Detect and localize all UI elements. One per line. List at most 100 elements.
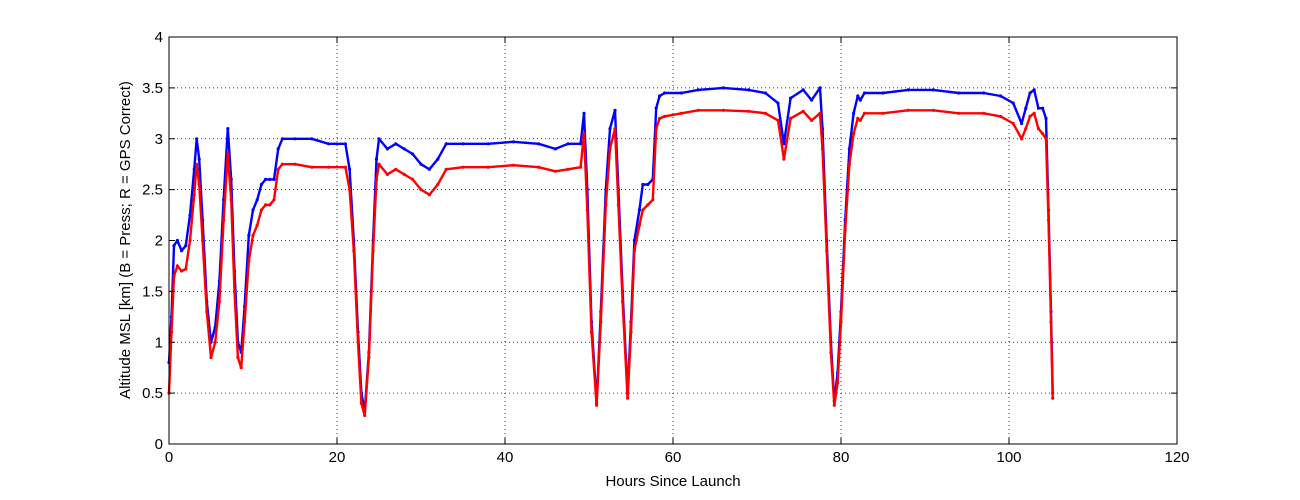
data-point [411,177,415,181]
data-point [595,403,599,407]
data-point [999,94,1003,98]
data-point [195,137,199,141]
data-point [658,94,662,98]
data-point [632,249,637,253]
data-point [195,162,199,166]
data-point [810,118,814,122]
data-point [486,142,490,146]
data-point [843,228,847,232]
data-point [255,198,259,202]
data-point [776,118,780,122]
data-point [327,165,331,169]
y-tick-label: 3 [155,131,163,148]
data-point [175,238,179,243]
data-point [663,114,667,118]
data-point [280,162,284,166]
data-point [747,88,751,92]
data-point [169,330,174,334]
data-point [371,249,375,253]
data-point [402,147,406,151]
data-point [1049,320,1053,324]
series-group [167,86,1055,418]
y-tick-label: 4 [155,29,163,46]
data-point [184,244,188,248]
data-point [553,169,558,173]
data-point [461,142,465,146]
data-point [377,137,381,141]
data-point [1032,88,1036,92]
data-point [957,111,961,115]
data-point [641,208,645,212]
data-point [818,111,822,115]
data-point [1024,106,1028,110]
data-point [820,147,825,151]
y-axis-label: Altitude MSL [km] (B = Press; R = GPS Co… [117,81,134,399]
x-tick-label: 60 [665,449,682,466]
grid [169,37,1177,444]
data-point [856,94,860,98]
data-point [566,142,570,146]
data-point [175,264,179,268]
data-point [377,162,381,166]
y-tick-label: 3.5 [142,80,163,97]
series-red [167,108,1055,418]
y-tick-label: 1 [155,334,163,351]
data-point [310,165,314,169]
data-point [1028,91,1032,95]
data-point [782,157,786,161]
data-point [511,140,515,144]
data-point [192,193,196,197]
data-point [637,223,642,227]
data-point [201,238,205,243]
data-point [236,355,240,360]
data-point [585,208,589,212]
data-point [836,381,840,385]
data-point [999,114,1003,118]
data-point [654,127,658,131]
y-tick-label: 0 [155,436,163,453]
data-point [272,198,276,202]
data-point [1044,116,1048,120]
data-point [721,86,726,90]
data-point [343,165,347,169]
data-point [1032,111,1036,115]
data-point [343,142,347,146]
data-point [931,88,936,92]
data-point [226,152,230,156]
data-point [310,137,314,141]
data-point [881,111,885,115]
data-point [852,111,856,115]
data-point [537,165,541,169]
data-point [1020,137,1024,141]
data-point [829,350,833,354]
data-point [272,177,276,181]
data-point [188,238,192,243]
data-point [626,396,630,400]
data-point [276,167,280,171]
data-point [747,109,751,113]
data-point [327,142,331,146]
data-point [180,249,184,253]
data-point [931,108,936,112]
data-point [348,167,352,171]
data-point [696,88,700,92]
data-point [419,162,423,166]
data-point [982,111,986,115]
data-point [394,167,398,171]
data-point [832,403,836,407]
data-point [613,108,617,112]
data-point [367,355,371,360]
data-point [763,111,768,115]
data-point [1011,101,1015,105]
data-point [553,147,558,151]
data-point [444,167,448,171]
x-tick-label: 0 [165,449,173,466]
data-point [608,127,612,131]
data-point [229,198,233,202]
data-point [621,300,625,304]
data-point [276,147,280,151]
data-point [776,101,780,105]
data-point [579,165,583,169]
data-point [1036,106,1040,110]
